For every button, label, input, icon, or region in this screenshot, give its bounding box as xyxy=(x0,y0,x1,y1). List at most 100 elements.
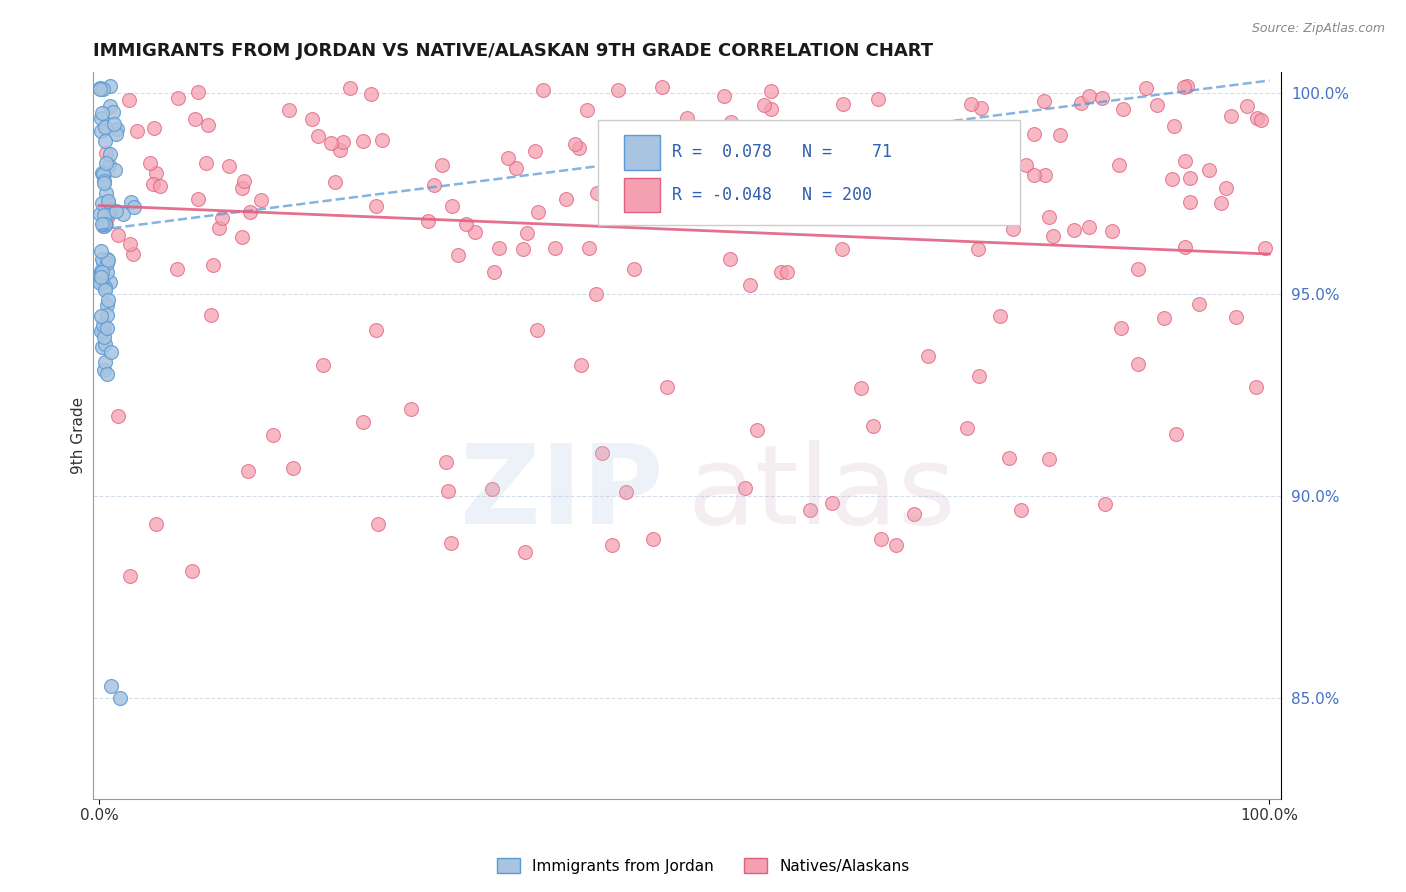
Point xyxy=(769,265,792,279)
Point xyxy=(641,533,664,547)
Point xyxy=(149,178,172,193)
Point xyxy=(352,134,374,148)
Point xyxy=(1198,162,1220,177)
Point xyxy=(97,206,120,220)
Point xyxy=(959,97,981,112)
Point xyxy=(93,82,115,96)
Point xyxy=(1126,357,1149,371)
Point xyxy=(89,82,111,96)
Point xyxy=(505,161,527,175)
Point xyxy=(695,206,717,220)
Point xyxy=(983,173,1005,187)
Point xyxy=(513,545,536,559)
Point xyxy=(138,156,160,170)
Point xyxy=(143,120,166,135)
Point xyxy=(673,143,696,157)
Point xyxy=(211,211,233,225)
Point xyxy=(932,163,955,178)
Point xyxy=(523,145,546,159)
Point xyxy=(1033,168,1056,182)
Point xyxy=(862,126,884,140)
Point xyxy=(917,349,939,363)
Point xyxy=(90,269,112,284)
Point xyxy=(1250,112,1272,127)
Y-axis label: 9th Grade: 9th Grade xyxy=(72,397,86,475)
Point xyxy=(972,166,994,180)
Point xyxy=(90,340,112,354)
Point xyxy=(1108,158,1130,172)
Point xyxy=(576,103,599,117)
Point xyxy=(423,178,446,193)
Point xyxy=(720,252,742,267)
Point xyxy=(1070,95,1092,110)
Point xyxy=(103,105,125,120)
Point xyxy=(96,256,118,270)
Point xyxy=(1225,310,1247,325)
Point xyxy=(231,180,253,194)
Point xyxy=(125,124,148,138)
Point xyxy=(91,106,114,120)
Point xyxy=(675,111,697,125)
Point xyxy=(1011,503,1033,517)
Point xyxy=(208,221,231,235)
Point xyxy=(516,227,538,241)
Point xyxy=(103,163,125,178)
Point xyxy=(233,174,256,188)
Point xyxy=(93,120,115,134)
Point xyxy=(93,322,115,336)
Point xyxy=(277,103,299,117)
Point xyxy=(97,194,120,208)
Point xyxy=(90,309,112,323)
Point xyxy=(759,84,782,98)
Point xyxy=(488,241,510,255)
Point xyxy=(821,496,844,510)
Point xyxy=(98,99,121,113)
Point xyxy=(1033,94,1056,108)
Point xyxy=(107,228,129,243)
Point xyxy=(321,136,343,150)
Point xyxy=(93,330,115,344)
Point xyxy=(91,255,114,269)
Point xyxy=(118,569,141,583)
Point xyxy=(262,427,284,442)
Point xyxy=(122,200,145,214)
Point xyxy=(623,261,645,276)
Point xyxy=(167,91,190,105)
Point xyxy=(651,158,673,172)
Point xyxy=(1173,79,1195,94)
Point xyxy=(436,455,458,469)
Point xyxy=(619,172,641,186)
Point xyxy=(1126,262,1149,277)
Point xyxy=(1015,158,1038,172)
Point xyxy=(93,167,115,181)
Point xyxy=(636,183,658,197)
Point xyxy=(1175,78,1198,93)
Point xyxy=(311,358,333,372)
Point xyxy=(1178,195,1201,210)
Point xyxy=(866,189,889,203)
Point xyxy=(1244,380,1267,394)
Point xyxy=(430,158,453,172)
Text: atlas: atlas xyxy=(688,440,956,547)
Point xyxy=(94,134,117,148)
Point xyxy=(1163,119,1185,133)
Point xyxy=(367,517,389,532)
Point xyxy=(97,210,120,224)
Text: IMMIGRANTS FROM JORDAN VS NATIVE/ALASKAN 9TH GRADE CORRELATION CHART: IMMIGRANTS FROM JORDAN VS NATIVE/ALASKAN… xyxy=(93,42,934,60)
Point xyxy=(90,252,112,267)
Point xyxy=(1022,127,1045,141)
Point xyxy=(925,135,948,149)
Point xyxy=(122,247,145,261)
Point xyxy=(1002,222,1025,236)
Point xyxy=(90,264,112,278)
Point xyxy=(104,127,127,141)
Point xyxy=(98,276,121,290)
Point xyxy=(526,323,548,337)
Point xyxy=(630,151,652,165)
Point xyxy=(94,279,117,293)
Point xyxy=(723,183,745,197)
Point xyxy=(283,461,305,475)
Point xyxy=(96,368,118,382)
Point xyxy=(1174,154,1197,169)
Point xyxy=(1109,321,1132,335)
